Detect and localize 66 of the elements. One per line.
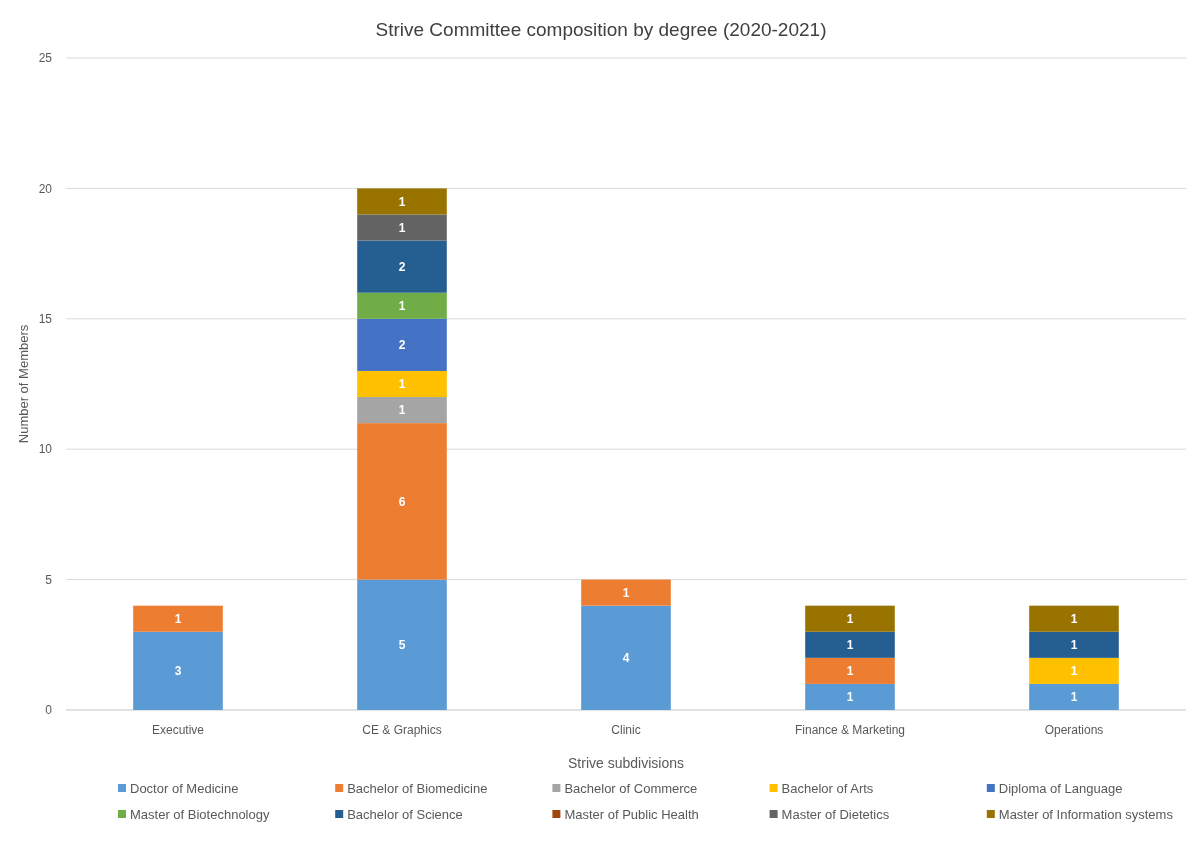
legend-label: Doctor of Medicine <box>130 780 239 796</box>
x-tick-label: Operations <box>1044 723 1104 737</box>
y-tick-label: 0 <box>45 703 53 718</box>
y-tick-label: 5 <box>45 572 53 587</box>
data-label: 1 <box>622 585 630 600</box>
data-label: 1 <box>846 638 854 652</box>
data-label: 1 <box>398 403 406 418</box>
x-tick-label: Finance & Marketing <box>794 723 906 737</box>
bar <box>805 631 895 658</box>
legend-label: Bachelor of Biomedicine <box>347 780 488 796</box>
bar <box>357 579 447 710</box>
bar <box>357 214 447 241</box>
data-label: 1 <box>846 611 854 626</box>
bar <box>581 579 671 606</box>
x-tick-label: Clinic <box>611 723 641 737</box>
bar <box>357 423 447 580</box>
data-label: 2 <box>398 338 406 353</box>
legend-label: Master of Biotechnology <box>130 806 270 822</box>
data-label: 1 <box>846 664 854 679</box>
bar <box>1029 683 1119 710</box>
data-label: 1 <box>1070 664 1078 679</box>
bar <box>805 657 895 684</box>
data-label: 2 <box>398 259 406 274</box>
data-label: 1 <box>398 298 406 313</box>
data-label: 4 <box>622 651 630 666</box>
bar <box>357 188 447 215</box>
legend-label: Master of Information systems <box>998 806 1174 822</box>
bar <box>357 318 447 371</box>
chart-title: Strive Committee composition by degree (2020-2021) <box>375 19 827 40</box>
legend-label: Bachelor of Commerce <box>564 780 698 796</box>
data-label: 3 <box>174 664 182 679</box>
data-label: 1 <box>398 377 406 392</box>
data-label: 1 <box>398 194 406 209</box>
bar <box>805 683 895 710</box>
data-label: 1 <box>1070 638 1078 652</box>
bar <box>805 605 895 632</box>
y-tick-label: 15 <box>38 312 53 326</box>
bar <box>357 240 447 293</box>
legend-label: Diploma of Language <box>998 780 1123 796</box>
x-tick-label: CE & Graphics <box>362 723 442 737</box>
bar <box>1029 631 1119 658</box>
bar <box>133 631 223 710</box>
y-axis-title: Number of Members <box>16 324 31 444</box>
data-label: 1 <box>1070 690 1078 705</box>
legend-label: Master of Dietetics <box>781 806 890 822</box>
x-tick-label: Executive <box>151 723 205 737</box>
x-axis-title: Strive subdivisions <box>568 755 684 771</box>
data-label: 5 <box>398 638 406 652</box>
bar <box>1029 605 1119 632</box>
bar <box>581 605 671 710</box>
data-label: 6 <box>398 494 406 509</box>
y-tick-label: 25 <box>38 51 53 66</box>
bar <box>133 605 223 632</box>
bar <box>357 397 447 424</box>
data-label: 1 <box>398 220 406 235</box>
legend-label: Bachelor of Arts <box>781 780 874 796</box>
y-tick-label: 20 <box>38 181 53 196</box>
bar <box>357 370 447 398</box>
data-label: 1 <box>174 611 182 626</box>
legend-label: Master of Public Health <box>564 806 699 822</box>
bar <box>357 292 447 319</box>
y-tick-label: 10 <box>38 442 53 457</box>
legend-label: Bachelor of Science <box>347 806 463 822</box>
bar <box>1029 657 1119 684</box>
data-label: 1 <box>846 690 854 705</box>
data-label: 1 <box>1070 611 1078 626</box>
